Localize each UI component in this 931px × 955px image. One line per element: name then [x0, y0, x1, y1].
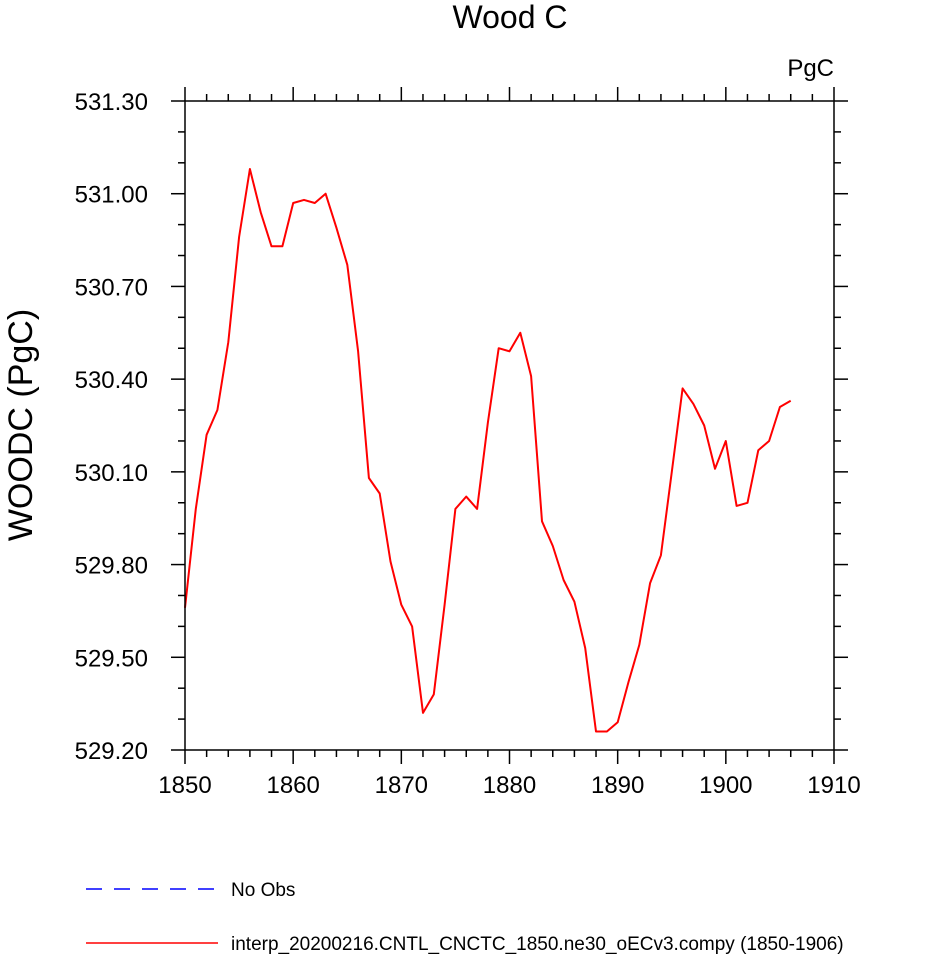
- x-tick-labels: 1850 1860 1870 1880 1890 1900 1910: [158, 772, 860, 799]
- x-tick-label: 1850: [158, 772, 211, 799]
- chart-title: Wood C: [452, 0, 567, 35]
- x-tick-label: 1870: [375, 772, 428, 799]
- y-tick-label: 529.50: [75, 645, 148, 672]
- plot-frame: [184, 100, 835, 751]
- legend: No Obs interp_20200216.CNTL_CNCTC_1850.n…: [86, 880, 844, 955]
- series-layer: [184, 168, 792, 733]
- legend-label-no-obs: No Obs: [231, 880, 295, 901]
- y-tick-label: 529.20: [75, 738, 148, 765]
- series-line: [184, 168, 792, 733]
- x-tick-label: 1900: [699, 772, 752, 799]
- units-label: PgC: [787, 55, 834, 82]
- y-axis-label: WOODC (PgC): [2, 309, 40, 541]
- y-tick-labels: 529.20 529.50 529.80 530.10 530.40 530.70 531.…: [75, 89, 148, 765]
- x-tick-label: 1860: [266, 772, 319, 799]
- x-tick-label: 1880: [483, 772, 536, 799]
- y-tick-label: 530.10: [75, 460, 148, 487]
- legend-label-model: interp_20200216.CNTL_CNCTC_1850.ne30_oEC…: [231, 934, 844, 955]
- x-tick-label: 1910: [807, 772, 860, 799]
- x-tick-label: 1890: [591, 772, 644, 799]
- y-tick-label: 530.70: [75, 274, 148, 301]
- ticks-layer: [171, 87, 848, 764]
- y-tick-label: 531.00: [75, 182, 148, 209]
- y-tick-label: 531.30: [75, 89, 148, 116]
- y-tick-label: 530.40: [75, 367, 148, 394]
- y-tick-label: 529.80: [75, 553, 148, 580]
